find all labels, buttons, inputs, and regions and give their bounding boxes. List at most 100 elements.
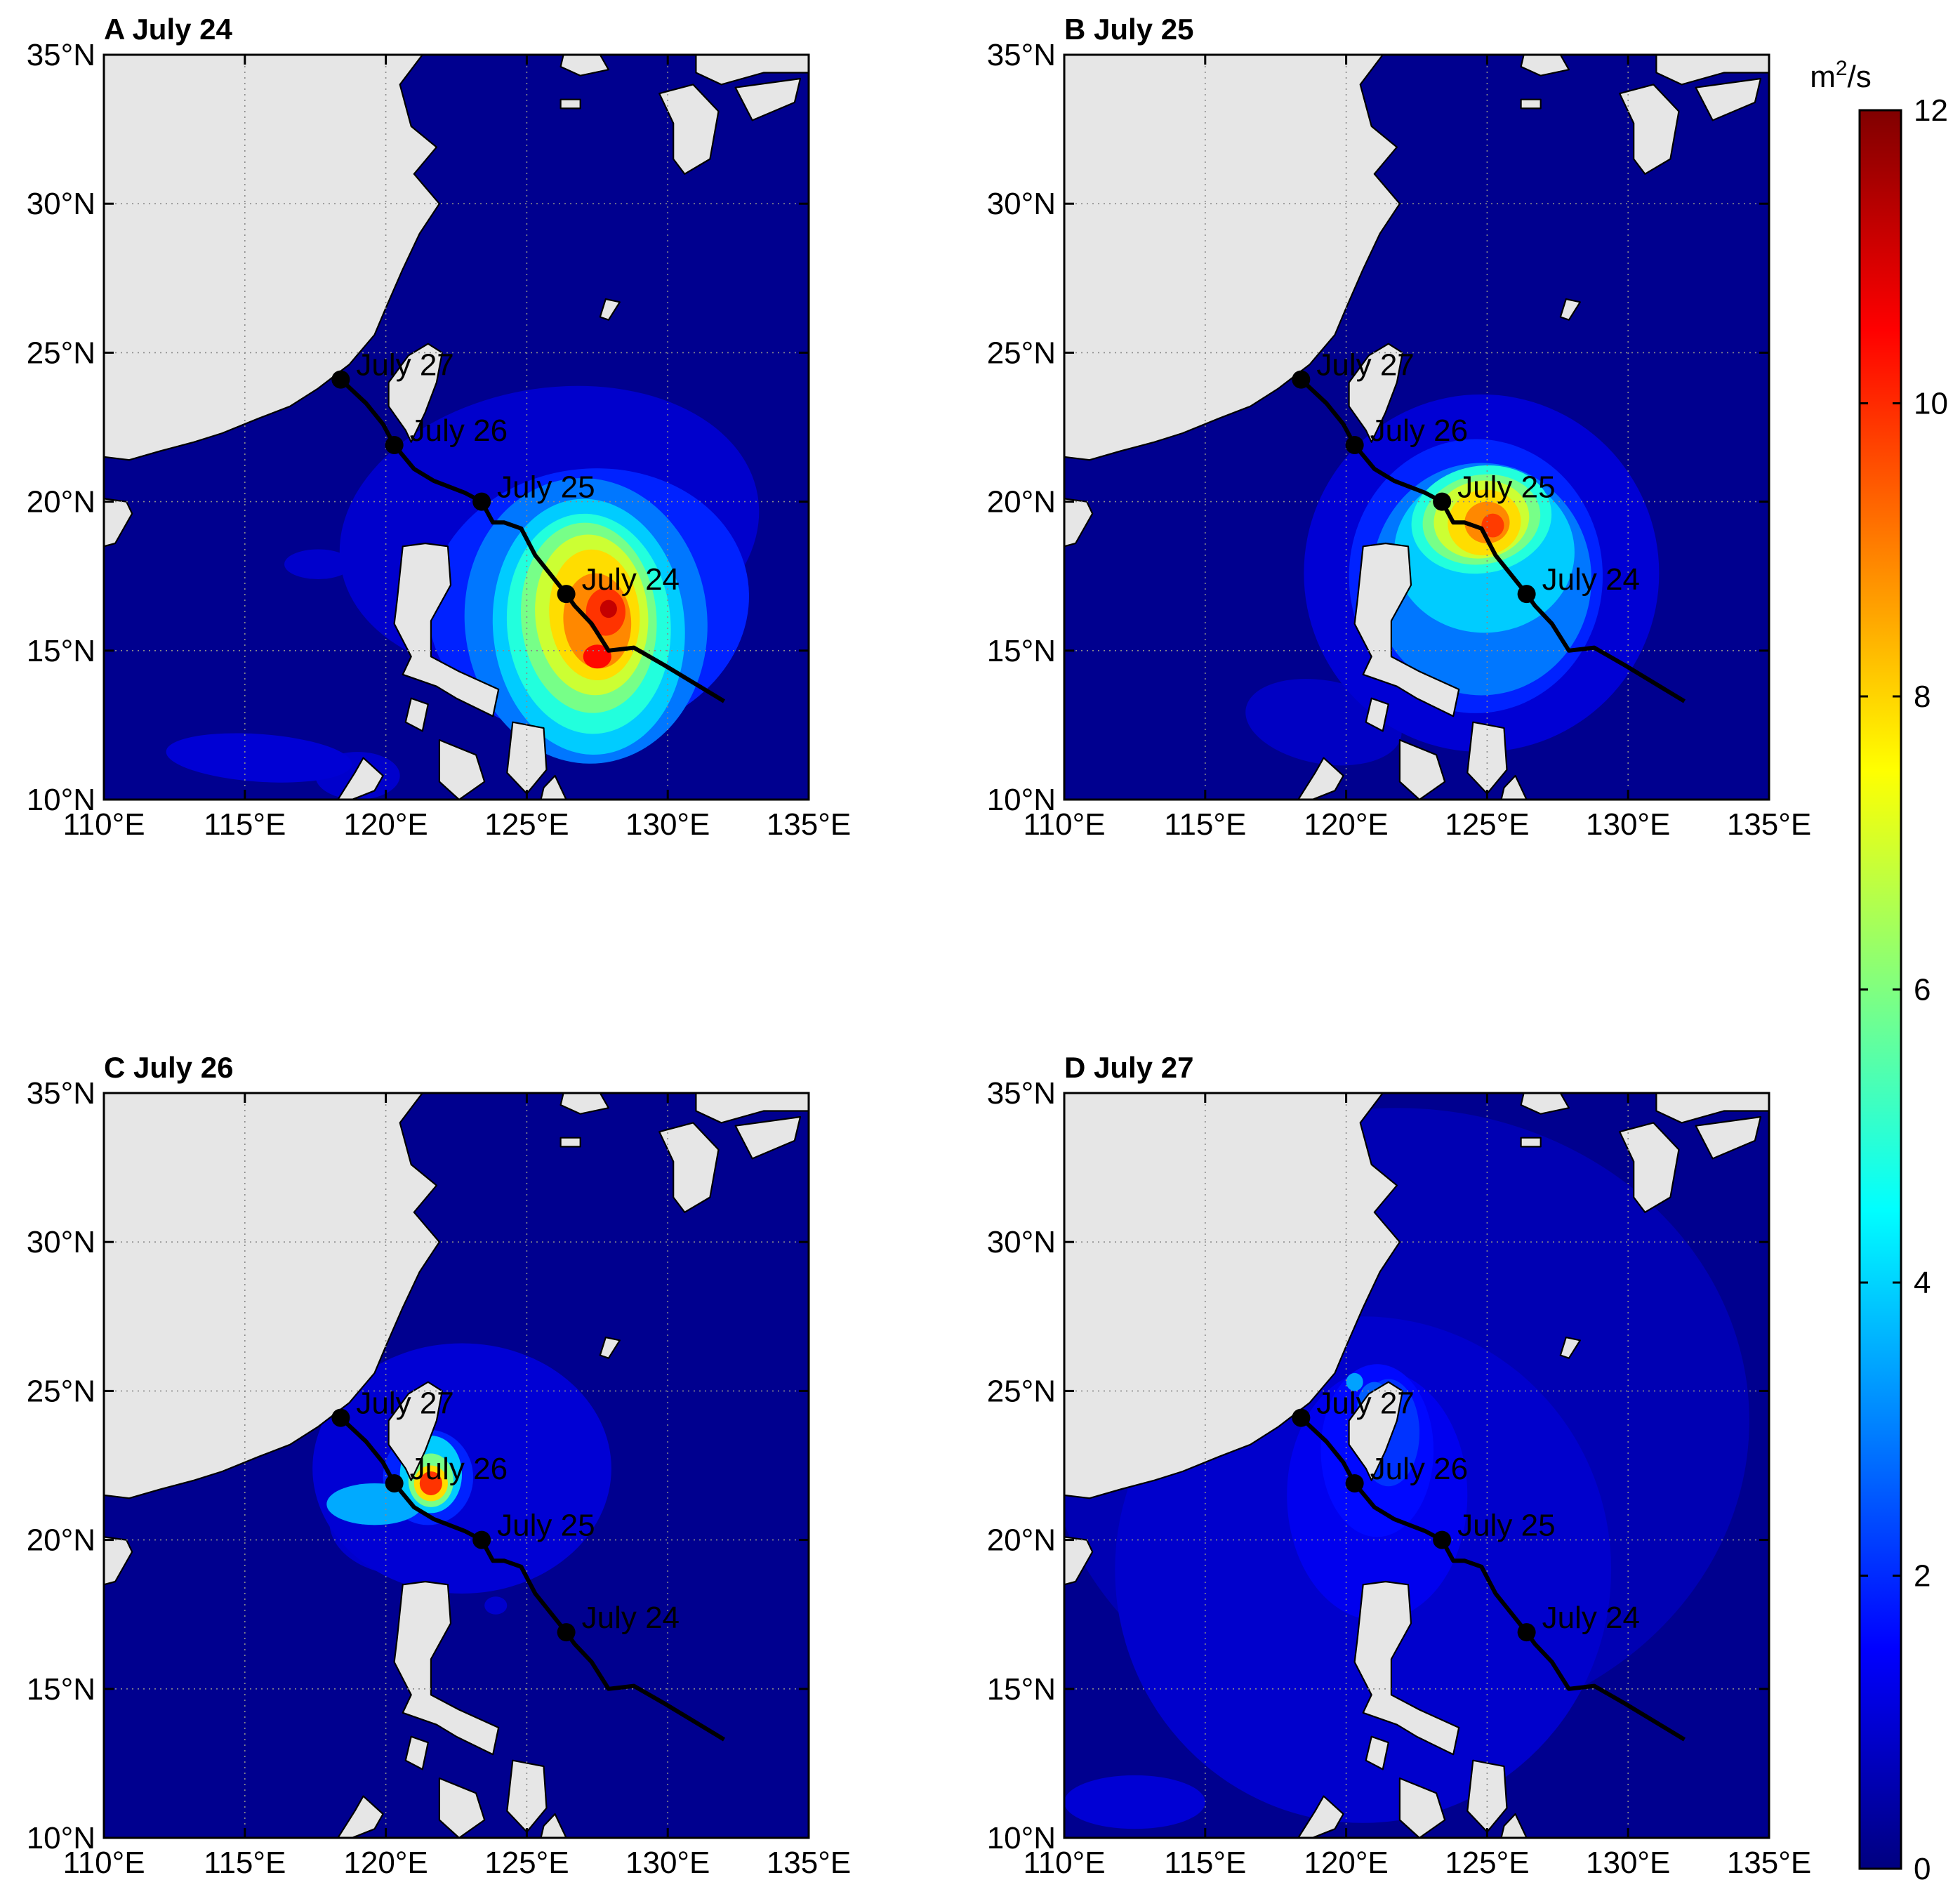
track-label: July 27 [1316,1386,1414,1421]
land-mindanao [1500,1813,1528,1838]
colorbar-tick-label: 4 [1914,1266,1931,1300]
track-label: July 27 [356,1386,453,1421]
landmass [1064,1093,1769,1838]
typhoon-track: July 24 July 25 July 26 July 27 [1292,1386,1686,1742]
lon-tick-label: 125°E [484,807,569,842]
lon-tick-label: 135°E [767,807,851,842]
track-label: July 25 [1457,1509,1555,1543]
typhoon-track: July 24 July 25 July 26 July 27 [1292,348,1686,703]
track-point [1292,370,1311,389]
lat-tick-label: 10°N [27,1821,95,1855]
colorbar-unit: m2/s [1810,57,1872,94]
axes-frame [102,1092,810,1839]
track-label: July 26 [410,1452,508,1486]
track-label: July 27 [1316,348,1414,383]
axes-frame [1063,1092,1770,1839]
lat-tick-label: 20°N [987,485,1056,519]
land-jeju [559,1137,581,1148]
land-palawan [337,757,384,800]
track-label: July 25 [497,1509,595,1543]
typhoon-track: July 24 July 25 July 26 July 27 [331,1386,726,1742]
land-hainan [104,498,133,548]
track-point [331,370,350,389]
land-honshu [695,1093,809,1124]
track-label: July 24 [1542,562,1640,597]
lon-tick-label: 115°E [1164,807,1246,842]
land-jeju [1520,98,1542,110]
panel-title-A: A July 24 [104,13,233,46]
land-taiwan [388,1381,443,1481]
lon-tick-label: 110°E [1023,807,1105,842]
lon-tick-label: 120°E [1304,807,1388,842]
land-luzon [393,1580,500,1756]
land-shikoku [734,1115,802,1160]
land-shikoku [1695,1115,1762,1160]
lon-tick-label: 125°E [1445,807,1529,842]
lon-tick-label: 130°E [625,1846,710,1880]
contour-level [484,1596,508,1615]
land-kyushu [1619,1122,1680,1213]
land-jeju [1520,1137,1542,1148]
lon-tick-label: 125°E [484,1846,569,1880]
lon-tick-label: 120°E [343,807,428,842]
track-point [1292,1408,1311,1427]
track-point [385,1474,404,1492]
land-visayas3 [1365,1735,1389,1770]
lon-tick-label: 110°E [62,1846,145,1880]
colorbar-tick-label: 2 [1914,1559,1931,1594]
landmass [104,1093,809,1838]
track-label: July 27 [356,348,453,383]
lon-tick-label: 110°E [1023,1846,1105,1880]
lat-tick-label: 30°N [27,187,95,221]
colorbar-tick-label: 6 [1914,973,1931,1007]
land-china [1064,55,1401,461]
lat-tick-label: 15°N [987,1672,1056,1707]
land-korea [520,55,609,77]
track-point [1345,435,1364,454]
land-kyushu [658,1122,720,1213]
land-korea [1481,55,1570,77]
lat-tick-label: 20°N [27,485,95,519]
panel-title-D: D July 27 [1064,1051,1193,1084]
lat-tick-label: 20°N [987,1523,1056,1558]
land-palawan [337,1795,384,1838]
track-point [557,1623,576,1642]
lat-tick-label: 25°N [987,1374,1056,1408]
land-hainan [104,1536,133,1586]
land-okinawa [599,1336,621,1359]
land-honshu [695,55,809,86]
lon-tick-label: 130°E [625,807,710,842]
lat-tick-label: 25°N [27,336,95,370]
lon-tick-label: 135°E [767,1846,851,1880]
track-label: July 26 [410,413,508,448]
lat-tick-label: 30°N [987,1225,1056,1259]
current-field-C [312,1343,611,1615]
graticule [1064,1093,1769,1838]
land-honshu [1655,55,1769,86]
lat-tick-label: 10°N [27,783,95,817]
axes-frame [102,53,810,801]
contour-level [1346,1372,1363,1391]
land-china [104,55,440,461]
colorbar: m2/s 0 2 4 6 8 10 12 [1810,57,1948,1886]
land-shikoku [734,77,802,121]
typhoon-track: July 24 July 25 July 26 July 27 [331,348,726,703]
graticule [104,1093,809,1838]
contour-level [1481,513,1504,538]
lon-tick-label: 135°E [1727,807,1811,842]
colorbar-tick-label: 12 [1914,93,1948,128]
contour-level [166,733,352,783]
contour-level [600,600,617,618]
current-field-B [1245,394,1660,766]
land-visayas2 [438,1777,486,1838]
lat-tick-label: 15°N [27,1672,95,1707]
panel-D: D July 27 July 24 July 25 July 26 July 27 110… [987,1051,1811,1880]
land-mindanao [540,1813,567,1838]
land-korea [520,1093,609,1115]
panel-title-C: C July 26 [104,1051,233,1084]
track-label: July 25 [497,470,595,505]
lat-tick-label: 35°N [27,1076,95,1111]
land-kyushu [658,84,720,175]
lon-tick-label: 120°E [1304,1846,1388,1880]
